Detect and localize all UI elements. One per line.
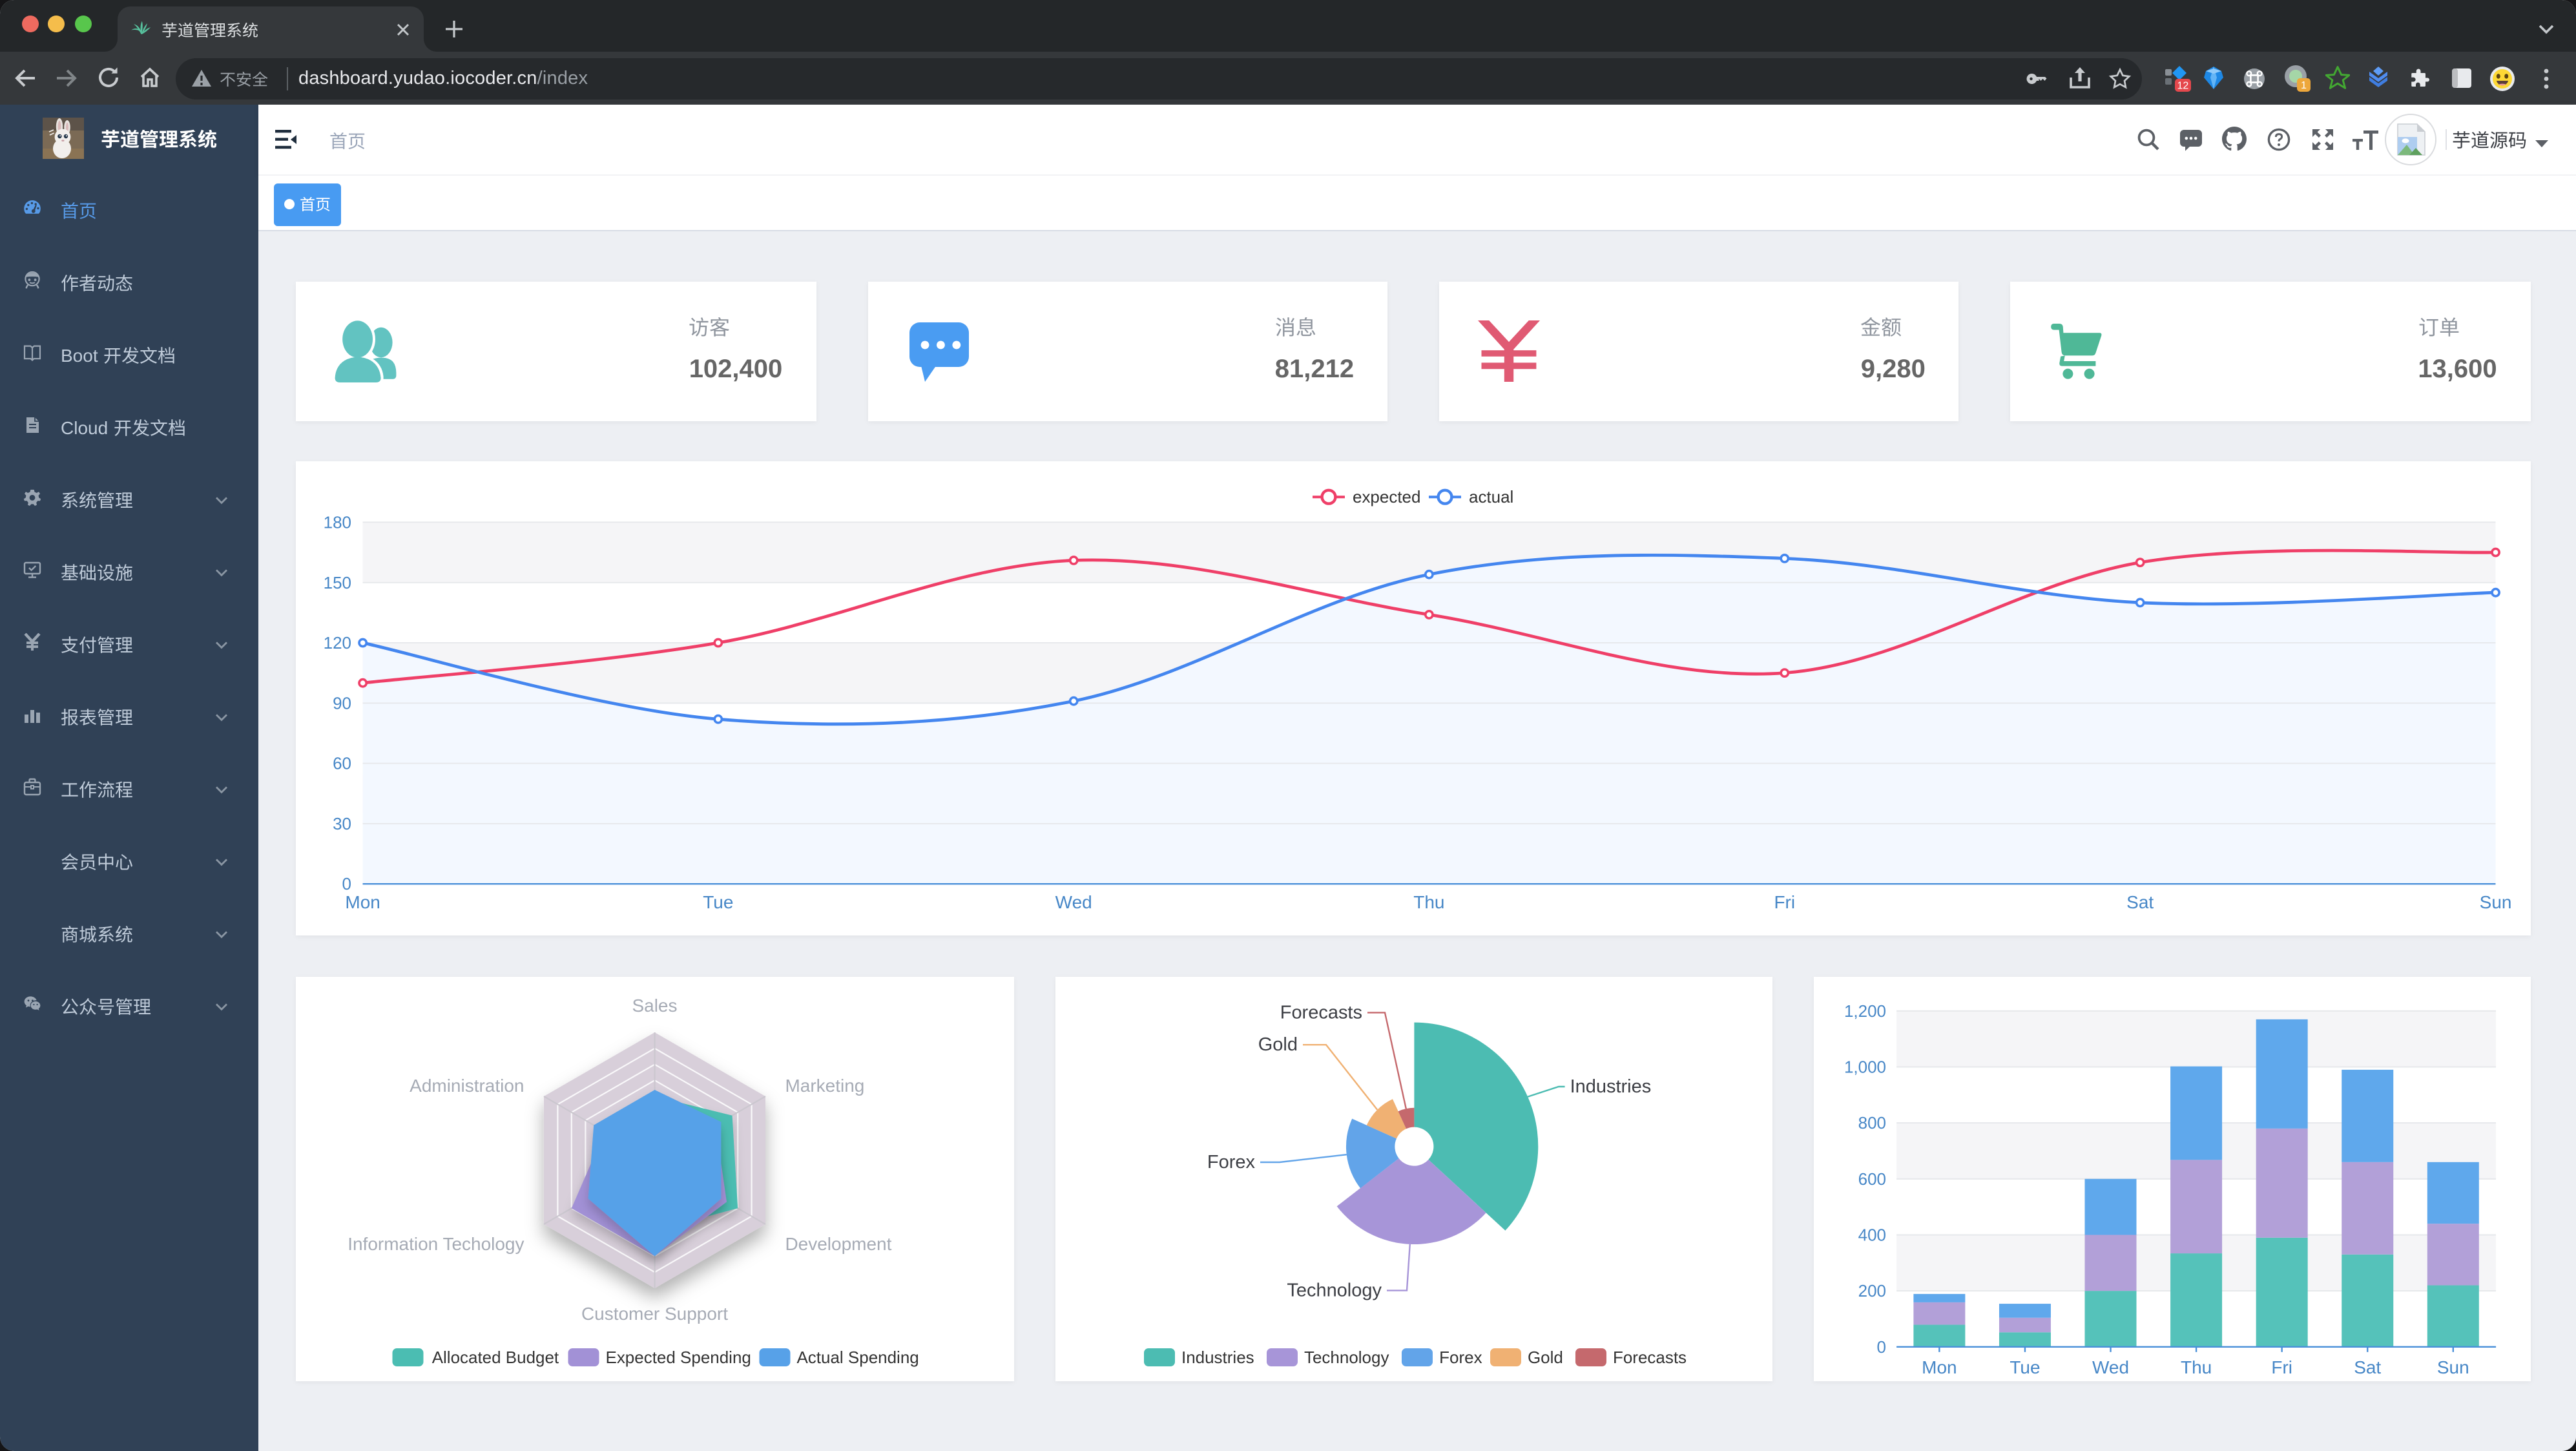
svg-text:Gold: Gold — [1258, 1034, 1297, 1055]
svg-text:Forecasts: Forecasts — [1280, 1002, 1362, 1023]
svg-text:Industries: Industries — [1181, 1348, 1254, 1367]
svg-text:Wed: Wed — [1055, 893, 1092, 913]
svg-text:800: 800 — [1858, 1113, 1886, 1133]
svg-text:Sun: Sun — [2437, 1357, 2469, 1377]
svg-text:Wed: Wed — [2092, 1357, 2129, 1377]
svg-text:0: 0 — [342, 875, 351, 894]
svg-text:90: 90 — [333, 694, 352, 713]
svg-text:12: 12 — [2177, 81, 2189, 92]
svg-text:Sat: Sat — [2127, 893, 2154, 913]
svg-text:600: 600 — [1858, 1169, 1886, 1189]
svg-text:150: 150 — [324, 574, 351, 593]
svg-text:180: 180 — [324, 513, 351, 532]
svg-text:Mon: Mon — [346, 893, 380, 913]
svg-text:Marketing: Marketing — [785, 1076, 865, 1096]
svg-text:400: 400 — [1858, 1225, 1886, 1244]
svg-text:1,200: 1,200 — [1844, 1001, 1886, 1021]
svg-text:120: 120 — [324, 634, 351, 653]
svg-text:Fri: Fri — [2271, 1357, 2292, 1377]
svg-text:200: 200 — [1858, 1281, 1886, 1300]
svg-text:Technology: Technology — [1286, 1280, 1381, 1301]
svg-text:30: 30 — [333, 815, 352, 834]
svg-text:1: 1 — [2301, 80, 2307, 91]
svg-text:Mon: Mon — [1922, 1357, 1957, 1377]
svg-text:Thu: Thu — [1414, 893, 1445, 913]
svg-text:Allocated Budget: Allocated Budget — [432, 1348, 559, 1367]
svg-text:60: 60 — [333, 754, 352, 773]
svg-text:Actual Spending: Actual Spending — [797, 1348, 919, 1367]
svg-text:Forex: Forex — [1207, 1152, 1255, 1173]
svg-text:Industries: Industries — [1570, 1076, 1651, 1097]
svg-text:Sat: Sat — [2354, 1357, 2381, 1377]
svg-text:Sales: Sales — [632, 996, 678, 1016]
svg-text:0: 0 — [1876, 1337, 1885, 1357]
svg-text:Fri: Fri — [1774, 893, 1796, 913]
svg-text:actual: actual — [1469, 488, 1513, 507]
svg-text:Tue: Tue — [703, 893, 734, 913]
svg-text:Expected Spending: Expected Spending — [606, 1348, 751, 1367]
svg-text:Forex: Forex — [1439, 1348, 1481, 1367]
svg-text:Thu: Thu — [2181, 1357, 2212, 1377]
svg-text:Gold: Gold — [1527, 1348, 1563, 1367]
svg-text:expected: expected — [1353, 488, 1420, 507]
svg-text:Tue: Tue — [2010, 1357, 2040, 1377]
svg-text:Development: Development — [785, 1234, 892, 1254]
svg-text:Administration: Administration — [410, 1076, 525, 1096]
svg-text:Technology: Technology — [1304, 1348, 1388, 1367]
svg-text:1,000: 1,000 — [1844, 1058, 1886, 1077]
svg-text:Sun: Sun — [2480, 893, 2512, 913]
svg-text:Customer Support: Customer Support — [581, 1304, 728, 1324]
svg-text:Forecasts: Forecasts — [1612, 1348, 1686, 1367]
svg-text:Information Techology: Information Techology — [348, 1234, 525, 1254]
